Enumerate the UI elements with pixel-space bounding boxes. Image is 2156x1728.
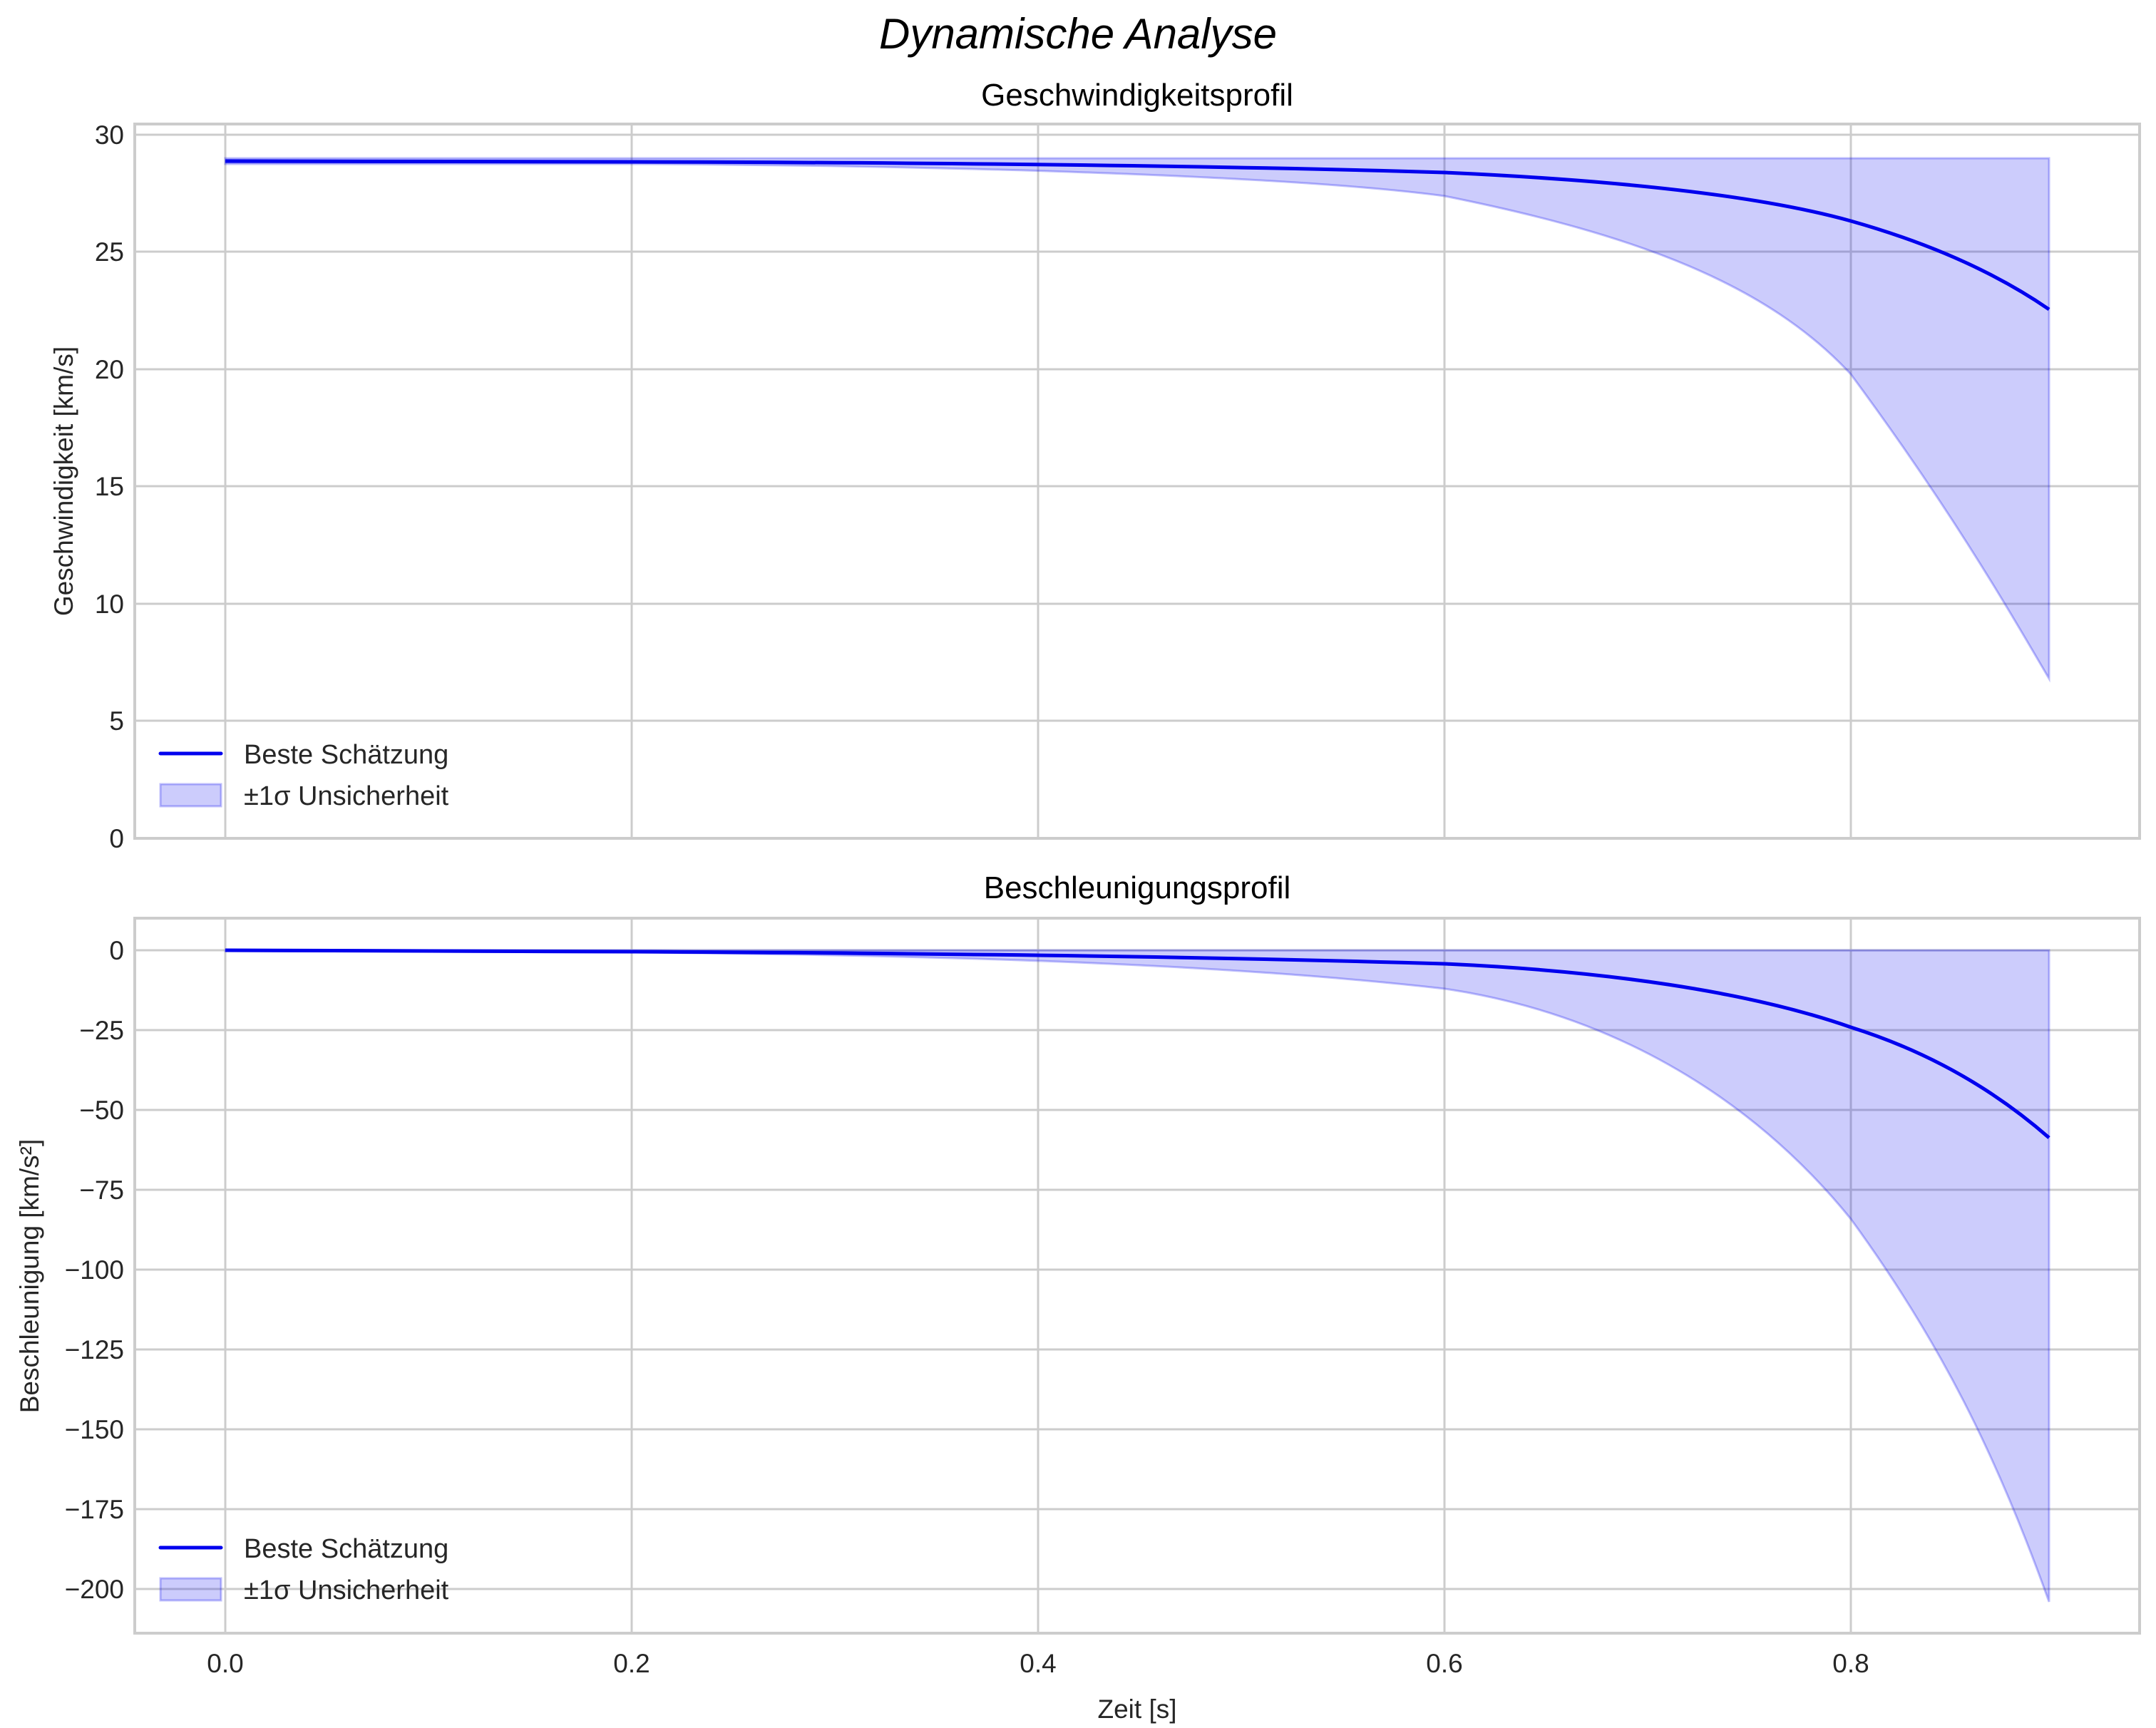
velocity-y-ticks: 30 25 20 15 10 5 0 [95, 120, 124, 853]
svg-text:−125: −125 [65, 1335, 124, 1364]
velocity-plot-frame [133, 123, 2141, 840]
velocity-grid [135, 124, 2140, 838]
svg-text:0.8: 0.8 [1832, 1649, 1869, 1678]
velocity-y-axis-label: Geschwindigkeit [km/s] [49, 346, 78, 616]
svg-text:−50: −50 [79, 1096, 124, 1125]
svg-text:−25: −25 [79, 1016, 124, 1045]
velocity-best-estimate-line [225, 159, 2050, 312]
svg-text:5: 5 [109, 706, 124, 736]
legend-label-best: Beste Schätzung [244, 1534, 448, 1564]
svg-text:0.0: 0.0 [207, 1649, 243, 1678]
svg-text:−100: −100 [65, 1255, 124, 1285]
acceleration-y-axis-label: Beschleunigung [km/s²] [15, 1139, 44, 1414]
legend-band-icon [159, 783, 222, 808]
x-ticks: 0.0 0.2 0.4 0.6 0.8 [207, 1649, 1869, 1678]
svg-text:10: 10 [95, 590, 124, 619]
acceleration-legend: Beste Schätzung ±1σ Unsicherheit [158, 1534, 449, 1605]
legend-band-icon [159, 1577, 222, 1602]
svg-text:0.4: 0.4 [1020, 1649, 1056, 1678]
svg-text:0.6: 0.6 [1426, 1649, 1462, 1678]
acceleration-plot-frame [133, 917, 2141, 1635]
acceleration-best-estimate-line [225, 948, 2050, 1139]
acceleration-uncertainty-band [224, 949, 2050, 1603]
legend-label-best: Beste Schätzung [244, 740, 448, 770]
acceleration-plot-title: Beschleunigungsprofil [984, 870, 1291, 905]
legend-label-uncertainty: ±1σ Unsicherheit [244, 1575, 449, 1605]
svg-text:−150: −150 [65, 1415, 124, 1444]
acceleration-grid [135, 918, 2140, 1633]
svg-text:20: 20 [95, 355, 124, 384]
acceleration-plot-area [135, 918, 2140, 1633]
figure-title: Dynamische Analyse [879, 10, 1277, 58]
svg-text:25: 25 [95, 237, 124, 267]
svg-text:15: 15 [95, 472, 124, 501]
acceleration-y-ticks: 0 −25 −50 −75 −100 −125 −150 −175 −200 [65, 936, 124, 1604]
velocity-plot: Geschwindigkeitsprofil 30 25 20 15 [49, 78, 2141, 853]
velocity-legend: Beste Schätzung ±1σ Unsicherheit [158, 740, 449, 811]
acceleration-plot: Beschleunigungsprofil 0 −25 −50 −75 [15, 870, 2141, 1724]
svg-text:30: 30 [95, 120, 124, 150]
svg-text:0: 0 [109, 936, 124, 965]
svg-text:0.2: 0.2 [613, 1649, 650, 1678]
velocity-uncertainty-band [224, 157, 2050, 683]
velocity-plot-area [135, 124, 2140, 838]
svg-text:0: 0 [109, 824, 124, 853]
x-axis-label: Zeit [s] [1097, 1694, 1176, 1724]
legend-label-uncertainty: ±1σ Unsicherheit [244, 781, 449, 811]
svg-text:−200: −200 [65, 1575, 124, 1604]
velocity-plot-title: Geschwindigkeitsprofil [981, 78, 1293, 113]
svg-text:−175: −175 [65, 1495, 124, 1524]
svg-text:−75: −75 [79, 1176, 124, 1205]
